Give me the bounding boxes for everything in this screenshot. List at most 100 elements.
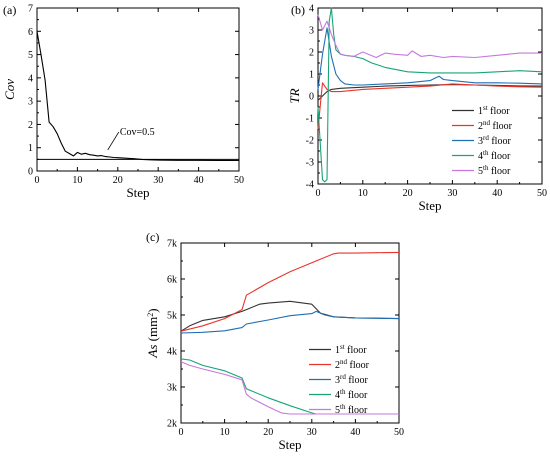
legend-label-suffix: th bbox=[483, 164, 489, 172]
legend-label-suffix: st bbox=[340, 343, 345, 351]
series-line-2 bbox=[180, 310, 400, 334]
legend-label-number: 4 bbox=[478, 151, 483, 162]
legend-label-number: 5 bbox=[335, 405, 340, 416]
legend-label-text: floor bbox=[346, 375, 369, 386]
legend-label: 5th floor bbox=[335, 403, 368, 416]
legend-label: 4th floor bbox=[478, 149, 511, 162]
y-axis-label-unit-close: ) bbox=[145, 308, 160, 312]
legend-label: 4th floor bbox=[335, 388, 368, 401]
series-line-4 bbox=[317, 14, 542, 59]
legend-label-text: floor bbox=[345, 390, 368, 401]
legend-label-text: floor bbox=[345, 405, 368, 416]
chart-panel-0: 0 10 20 30 40 50 0 1 2 3 4 5 6 7 (a) Step Cov Cov=0.5 bbox=[2, 3, 244, 200]
legend-label-text: floor bbox=[347, 360, 370, 371]
y-tick-label: 0 bbox=[28, 167, 33, 178]
x-tick-label: 20 bbox=[113, 175, 123, 186]
panel-label: (a) bbox=[3, 3, 16, 17]
y-axis-label-unit-sup: 2 bbox=[146, 313, 155, 317]
y-axis-label: As (mm2) bbox=[145, 308, 160, 358]
legend-label-text: floor bbox=[488, 151, 511, 162]
series-line-0 bbox=[36, 31, 239, 162]
legend-label-suffix: th bbox=[340, 388, 346, 396]
y-tick-label: -1 bbox=[306, 114, 314, 125]
legend-label: 5th floor bbox=[478, 164, 511, 177]
legend-label-suffix: th bbox=[340, 403, 346, 411]
legend-label: 3rd floor bbox=[478, 134, 511, 147]
x-tick-label: 40 bbox=[492, 188, 502, 199]
x-tick-label: 0 bbox=[35, 175, 40, 186]
x-tick-label: 50 bbox=[234, 175, 244, 186]
series-line-1 bbox=[180, 251, 400, 332]
x-tick-label: 10 bbox=[72, 175, 82, 186]
series-line-2 bbox=[317, 27, 543, 90]
y-tick-label: 4k bbox=[167, 347, 177, 358]
series-line-4 bbox=[180, 361, 399, 415]
y-tick-label: 1 bbox=[309, 70, 314, 81]
y-tick-label: 2 bbox=[309, 48, 314, 59]
y-tick-label: 7 bbox=[28, 4, 33, 15]
legend-label: 2nd floor bbox=[335, 358, 370, 371]
y-tick-label: 6k bbox=[167, 275, 177, 286]
y-tick-label: 4 bbox=[28, 73, 33, 84]
y-tick-label: -3 bbox=[306, 158, 314, 169]
panel-label: (b) bbox=[291, 3, 305, 17]
legend-label-suffix: rd bbox=[340, 373, 346, 381]
y-tick-label: 0 bbox=[309, 92, 314, 103]
x-tick-label: 50 bbox=[537, 188, 547, 199]
legend-label-number: 1 bbox=[335, 345, 340, 356]
legend-label-text: floor bbox=[490, 121, 513, 132]
y-tick-label: 4 bbox=[309, 4, 314, 15]
y-tick-label: 3 bbox=[28, 97, 33, 108]
y-axis-label: TR bbox=[287, 88, 302, 103]
x-axis-label: Step bbox=[278, 437, 301, 452]
x-tick-label: 30 bbox=[447, 188, 457, 199]
x-axis-label: Step bbox=[418, 198, 441, 213]
y-tick-label: -2 bbox=[306, 136, 314, 147]
legend-label-suffix: nd bbox=[483, 119, 491, 127]
legend-label-suffix: nd bbox=[340, 358, 348, 366]
legend-label: 2nd floor bbox=[478, 119, 513, 132]
legend-label-number: 3 bbox=[335, 375, 340, 386]
y-tick-label: -4 bbox=[306, 180, 314, 191]
x-tick-label: 50 bbox=[394, 427, 404, 438]
plot-frame bbox=[36, 7, 240, 172]
legend-label-number: 5 bbox=[478, 166, 483, 177]
x-tick-label: 10 bbox=[220, 427, 230, 438]
y-axis-label-unit: (mm bbox=[145, 317, 160, 345]
legend-label: 1st floor bbox=[478, 104, 510, 117]
legend-label-number: 2 bbox=[478, 121, 483, 132]
x-tick-label: 20 bbox=[263, 427, 273, 438]
legend-label-suffix: rd bbox=[483, 134, 489, 142]
panel-label: (c) bbox=[146, 230, 159, 244]
legend-label-number: 3 bbox=[478, 136, 483, 147]
y-tick-label: 2k bbox=[167, 419, 177, 430]
x-tick-label: 0 bbox=[316, 188, 321, 199]
x-axis-label: Step bbox=[126, 185, 149, 200]
legend-label-suffix: st bbox=[483, 104, 488, 112]
y-tick-label: 5k bbox=[167, 311, 177, 322]
legend-label-suffix: th bbox=[483, 149, 489, 157]
y-tick-label: 5 bbox=[28, 50, 33, 61]
legend-label-text: floor bbox=[489, 136, 512, 147]
legend-label-text: floor bbox=[488, 106, 511, 117]
x-tick-label: 30 bbox=[153, 175, 163, 186]
legend-label: 1st floor bbox=[335, 343, 367, 356]
y-axis-label: Cov bbox=[2, 79, 17, 100]
y-tick-label: 1 bbox=[28, 143, 33, 154]
legend-label: 3rd floor bbox=[335, 373, 368, 386]
y-tick-label: 6 bbox=[28, 27, 33, 38]
legend-label-number: 1 bbox=[478, 106, 483, 117]
threshold-annotation: Cov=0.5 bbox=[120, 127, 155, 138]
y-tick-label: 3k bbox=[167, 383, 177, 394]
y-tick-label: 3 bbox=[309, 26, 314, 37]
legend-label-text: floor bbox=[488, 166, 511, 177]
y-tick-label: 7k bbox=[167, 239, 177, 250]
x-tick-label: 40 bbox=[350, 427, 360, 438]
x-tick-label: 10 bbox=[358, 188, 368, 199]
annotation-arrow bbox=[107, 131, 120, 151]
legend-label-number: 2 bbox=[335, 360, 340, 371]
